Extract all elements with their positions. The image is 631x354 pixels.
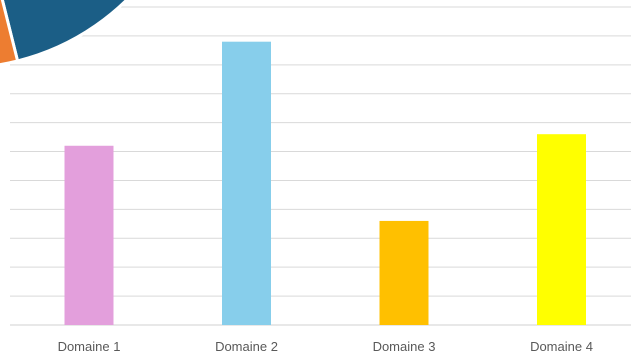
bar-domaine-1 <box>64 145 114 325</box>
pie-slice <box>0 0 129 63</box>
x-tick-label: Domaine 1 <box>58 339 121 354</box>
partial-pie-chart <box>0 0 129 67</box>
pie-slice <box>0 0 20 67</box>
bars <box>64 41 586 325</box>
bar-domaine-2 <box>222 41 271 325</box>
x-tick-label: Domaine 2 <box>215 339 278 354</box>
bar-domaine-4 <box>537 134 586 325</box>
bar-domaine-3 <box>379 220 429 325</box>
category-labels: Domaine 1 Domaine 2 Domaine 3 Domaine 4 <box>58 339 593 354</box>
x-tick-label: Domaine 4 <box>530 339 593 354</box>
x-tick-label: Domaine 3 <box>373 339 436 354</box>
